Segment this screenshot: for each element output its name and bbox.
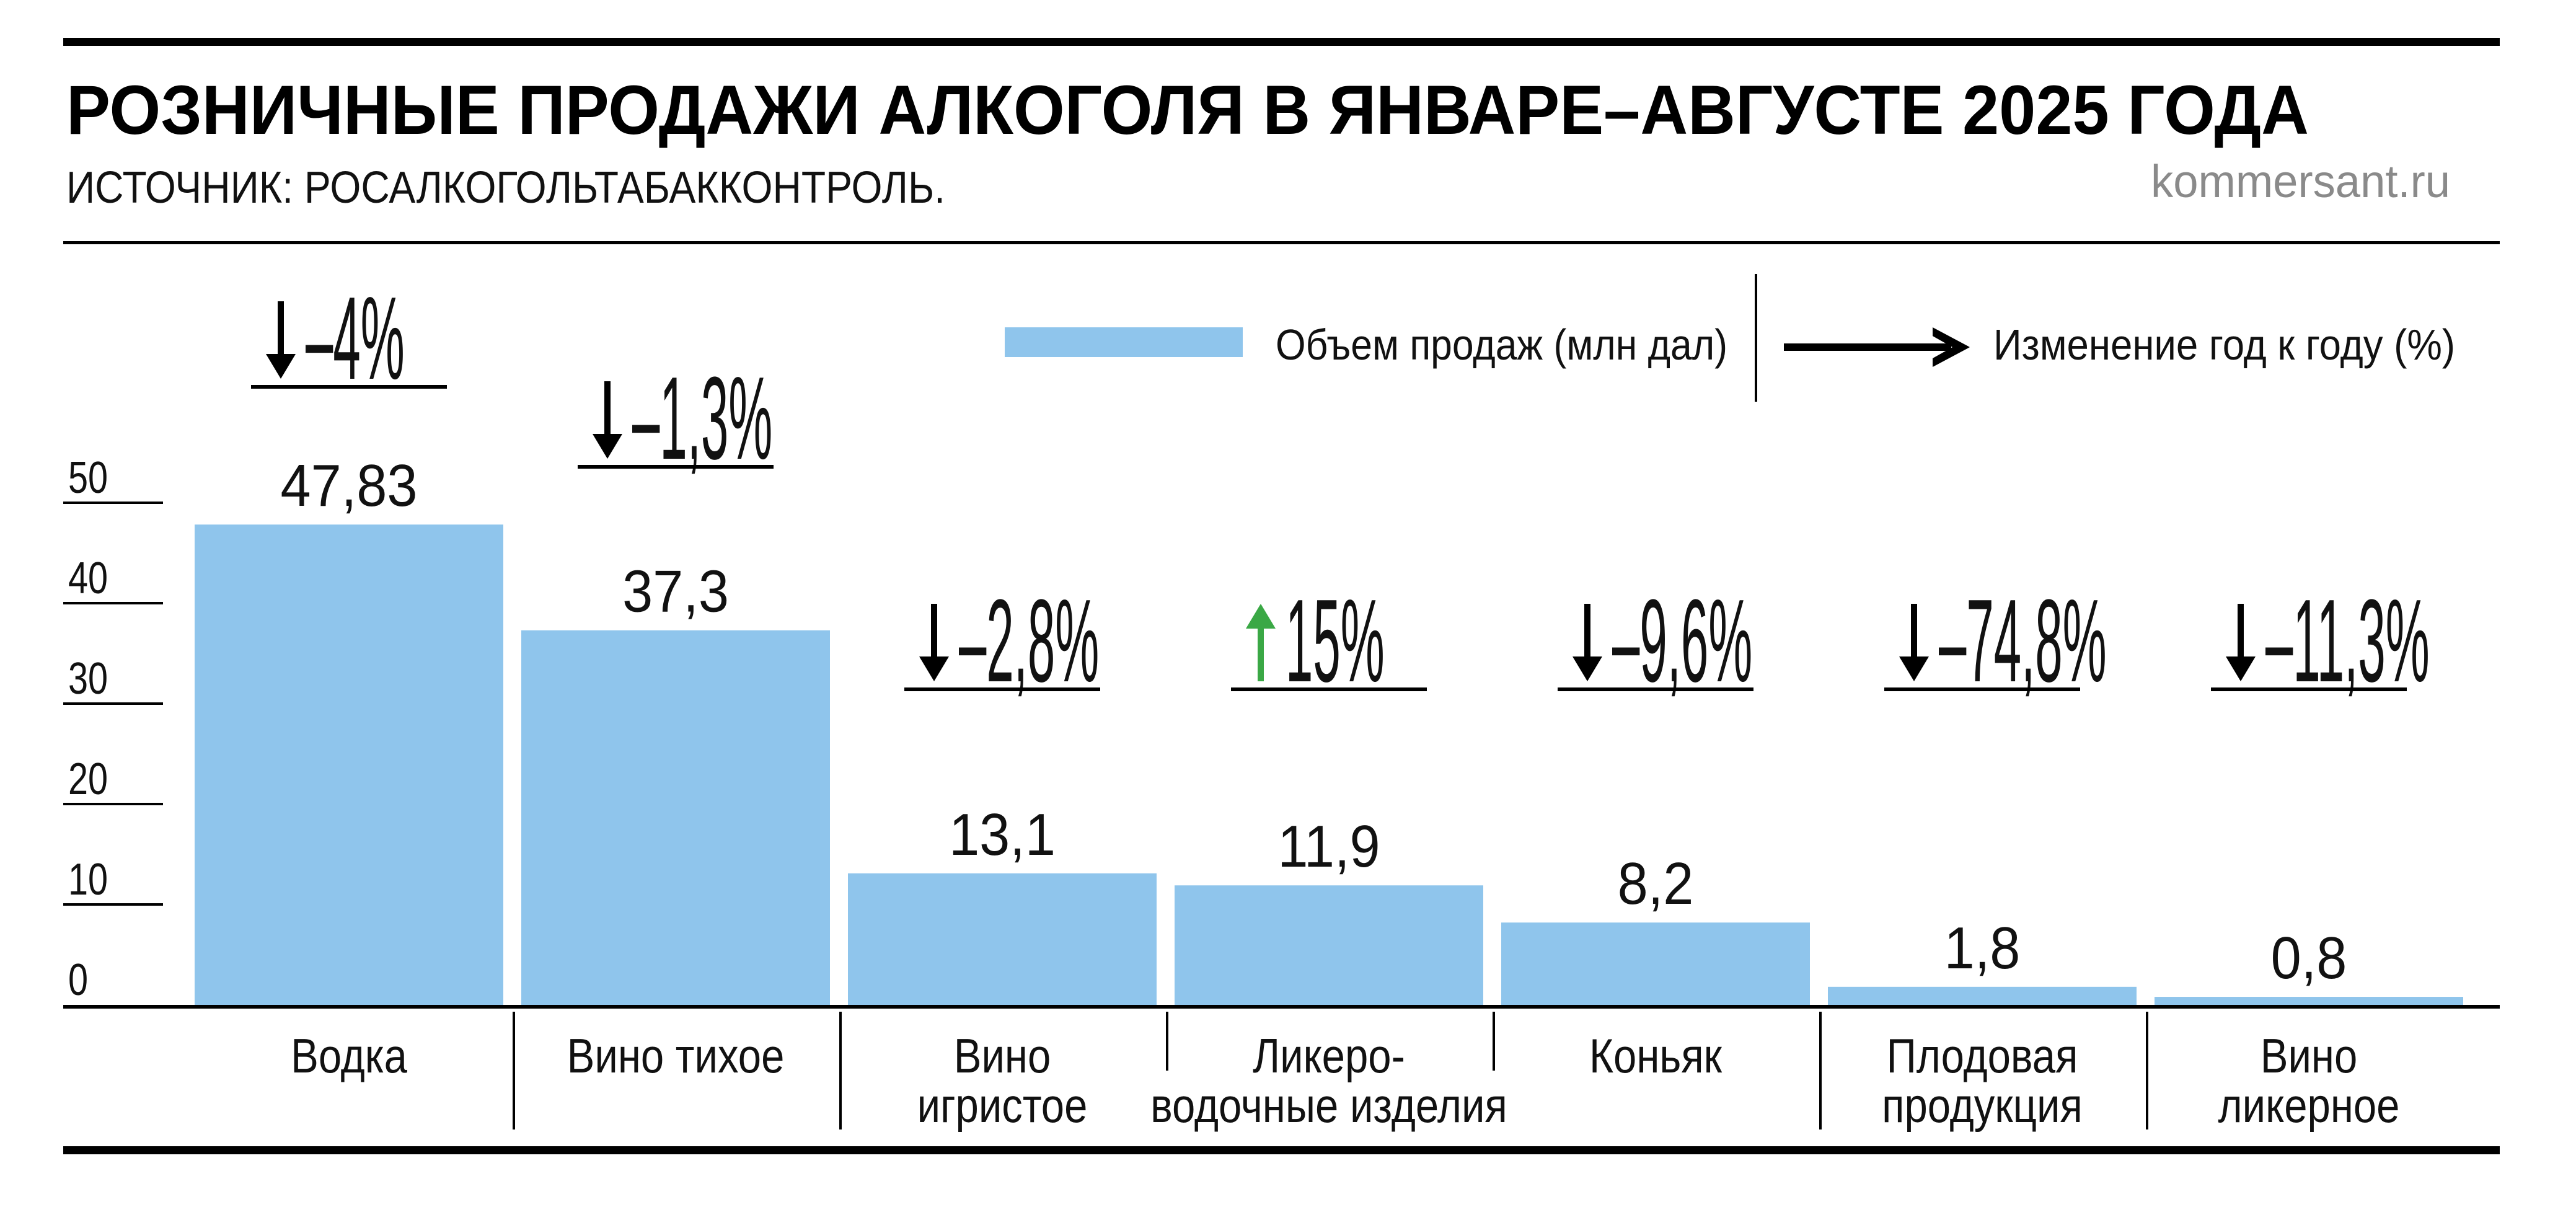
top-rule	[63, 38, 2500, 46]
bar-value-label: 11,9	[1277, 813, 1380, 880]
bottom-rule	[63, 1146, 2500, 1154]
category-label: Плодовая	[1887, 1029, 2078, 1083]
bar	[1501, 922, 1810, 1005]
change-underline	[1558, 687, 1753, 691]
arrow-down-icon	[931, 604, 937, 663]
category-label: ликерное	[2218, 1079, 2400, 1133]
category-label: Водка	[291, 1029, 407, 1083]
change-label: 15%	[1286, 575, 1385, 707]
bar	[1828, 986, 2137, 1005]
category-separator	[839, 1012, 842, 1129]
chart-subtitle: ИСТОЧНИК: РОСАЛКОГОЛЬТАБАККОНТРОЛЬ.	[66, 163, 945, 213]
arrow-up-icon	[1246, 604, 1276, 629]
change-indicator: –11,3%	[2211, 575, 2430, 707]
change-underline	[578, 465, 774, 469]
arrow-up-icon	[1258, 622, 1264, 681]
legend: Объем продаж (млн дал) Изменение год к г…	[1005, 274, 2455, 402]
arrow-down-icon	[1573, 656, 1602, 681]
category-label: Ликеро-	[1253, 1029, 1405, 1083]
bar	[195, 524, 503, 1005]
x-axis-line	[63, 1005, 2500, 1009]
arrow-down-icon	[1899, 656, 1929, 681]
bar-value-label: 37,3	[622, 558, 729, 624]
y-tick-label: 50	[68, 453, 108, 503]
change-indicator: 15%	[1231, 575, 1427, 707]
bar	[1175, 885, 1483, 1005]
change-indicator: –1,3%	[578, 352, 774, 484]
category-label: Вино тихое	[567, 1029, 785, 1083]
change-label: –2,8%	[959, 575, 1099, 707]
y-tick-label: 40	[68, 553, 108, 603]
category-separator	[2146, 1012, 2148, 1129]
legend-label-change: Изменение год к году (%)	[1993, 320, 2455, 369]
arrow-down-icon	[593, 434, 622, 459]
change-indicator: –2,8%	[904, 575, 1100, 707]
bars: 47,83 –4% 37,3 –1,3% 13,1 –2,8% 11,9 15% 8,2 –9,6…	[195, 272, 2463, 1005]
y-tick-line	[63, 903, 163, 906]
y-tick-label: 10	[68, 854, 108, 904]
arrow-down-icon	[919, 656, 949, 681]
bar	[521, 630, 830, 1005]
change-underline	[904, 687, 1100, 691]
category-label: Вино	[954, 1029, 1051, 1083]
change-underline	[1231, 687, 1427, 691]
legend-arrow-icon	[1784, 327, 1970, 367]
bar	[2155, 997, 2463, 1005]
change-indicator: –74,8%	[1884, 575, 2107, 707]
change-label: –74,8%	[1939, 575, 2107, 707]
y-tick-line	[63, 502, 163, 504]
arrow-down-icon	[604, 381, 611, 440]
bar	[848, 873, 1157, 1005]
arrow-down-icon	[266, 354, 296, 379]
y-tick-label: 30	[68, 653, 108, 704]
arrow-down-icon	[278, 301, 284, 360]
bar-value-label: 13,1	[949, 801, 1056, 867]
bar-value-label: 1,8	[1944, 914, 2021, 981]
legend-swatch-volume	[1005, 327, 1243, 357]
change-label: –9,6%	[1612, 575, 1752, 707]
change-label: –11,3%	[2265, 575, 2430, 707]
category-label: продукция	[1882, 1079, 2083, 1133]
x-axis: Водка Вино тихое ВиноигристоеЛикеро-водочн…	[291, 1012, 2399, 1133]
change-label: –1,3%	[632, 352, 772, 484]
change-underline	[2211, 687, 2407, 691]
header-rule	[63, 241, 2500, 244]
arrow-down-icon	[1584, 604, 1590, 663]
y-tick-line	[63, 702, 163, 705]
y-tick-label: 20	[68, 754, 108, 804]
arrow-down-icon	[2238, 604, 2244, 663]
change-indicator: –4%	[251, 272, 447, 404]
arrow-down-icon	[2226, 656, 2256, 681]
change-label: –4%	[306, 272, 405, 404]
change-indicator: –9,6%	[1558, 575, 1753, 707]
category-separator	[1166, 1012, 1168, 1071]
legend-label-volume: Объем продаж (млн дал)	[1276, 320, 1727, 369]
legend-divider	[1755, 274, 1757, 402]
change-underline	[1884, 687, 2080, 691]
y-tick-line	[63, 602, 163, 604]
category-label: Коньяк	[1589, 1029, 1722, 1083]
bar-value-label: 47,83	[281, 453, 418, 519]
y-tick-line	[63, 803, 163, 805]
source-mark: kommersant.ru	[2151, 156, 2450, 207]
category-label: Вино	[2261, 1029, 2358, 1083]
category-separator	[513, 1012, 515, 1129]
bar-value-label: 0,8	[2271, 925, 2347, 991]
chart-title: РОЗНИЧНЫЕ ПРОДАЖИ АЛКОГОЛЯ В ЯНВАРЕ–АВГУ…	[66, 71, 2309, 149]
bar-value-label: 8,2	[1618, 851, 1694, 917]
category-separator	[1819, 1012, 1822, 1129]
change-underline	[251, 385, 447, 389]
category-label: игристое	[917, 1079, 1088, 1133]
y-tick-label: 0	[68, 955, 88, 1005]
category-label: водочные изделия	[1150, 1079, 1507, 1133]
arrow-down-icon	[1911, 604, 1917, 663]
category-separator	[1493, 1012, 1495, 1071]
y-axis: 0 10 20 30 40 50	[63, 453, 2500, 1009]
